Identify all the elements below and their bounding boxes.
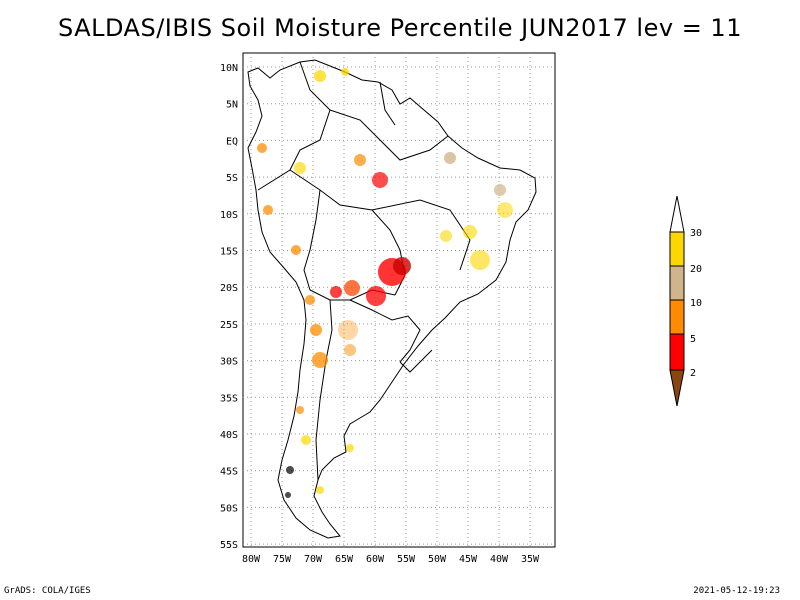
colorbar-label: 20 — [690, 264, 702, 275]
lat-label: 40S — [220, 430, 238, 441]
latitude-labels: 10N 5N EQ 5S 10S 15S 20S 25S 30S 35S 40S 45S 50S 55S — [220, 63, 238, 551]
lon-label: 40W — [490, 554, 509, 565]
soil-moisture-patches — [257, 68, 513, 498]
map-title: SALDAS/IBIS Soil Moisture Percentile JUN… — [58, 14, 742, 42]
lon-label: 50W — [428, 554, 447, 565]
colorbar-label: 30 — [690, 228, 702, 239]
lon-label: 70W — [304, 554, 323, 565]
colorbar-top-triangle — [669, 195, 685, 233]
lon-label: 35W — [521, 554, 540, 565]
colorbar — [669, 195, 685, 407]
lon-label: 60W — [366, 554, 385, 565]
colorbar-segment — [669, 265, 685, 301]
colorbar-bottom-triangle — [669, 369, 685, 407]
colorbar-label: 10 — [690, 298, 702, 309]
lat-label: 15S — [220, 247, 238, 258]
lat-label: 45S — [220, 467, 238, 478]
lat-label: 10N — [220, 63, 238, 74]
lat-label: 10S — [220, 210, 238, 221]
colorbar-labels: 2 5 10 20 30 — [690, 228, 702, 379]
footer-credit: GrADS: COLA/IGES — [4, 586, 91, 596]
colorbar-segment — [669, 231, 685, 267]
colorbar-label: 2 — [690, 368, 696, 379]
colorbar-segment — [669, 333, 685, 371]
lat-label: 55S — [220, 540, 238, 551]
lon-label: 65W — [335, 554, 354, 565]
lat-label: 5S — [226, 173, 238, 184]
map-frame — [242, 52, 556, 548]
south-america-outline — [247, 59, 537, 539]
colorbar-segment — [669, 299, 685, 335]
lat-label: 20S — [220, 283, 238, 294]
lat-label: EQ — [226, 136, 238, 147]
lon-label: 75W — [273, 554, 292, 565]
lon-label: 55W — [397, 554, 416, 565]
colorbar-label: 5 — [690, 334, 696, 345]
lat-label: 25S — [220, 320, 238, 331]
footer-timestamp: 2021-05-12-19:23 — [693, 586, 780, 596]
lat-label: 50S — [220, 503, 238, 514]
country-borders — [257, 61, 471, 481]
lon-label: 45W — [459, 554, 478, 565]
lat-label: 5N — [226, 100, 238, 111]
lat-label: 35S — [220, 393, 238, 404]
longitude-labels: 80W 75W 70W 65W 60W 55W 50W 45W 40W 35W — [242, 554, 540, 565]
grid-lines — [243, 53, 555, 547]
lon-label: 80W — [242, 554, 261, 565]
lat-label: 30S — [220, 357, 238, 368]
